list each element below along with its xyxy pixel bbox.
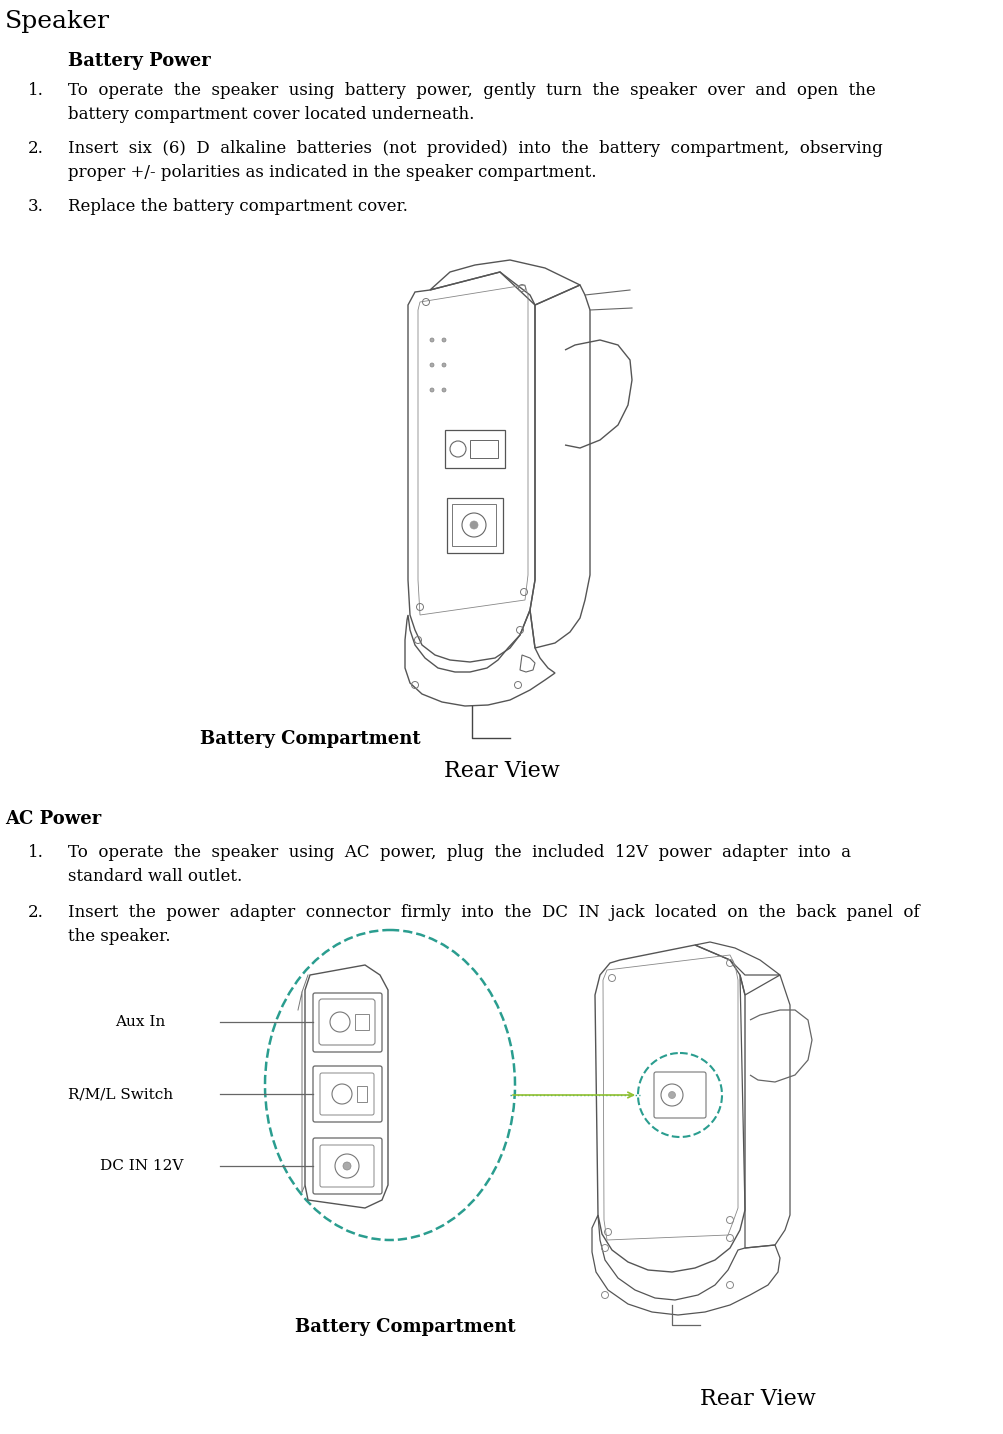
Circle shape — [441, 338, 445, 341]
Circle shape — [469, 521, 477, 529]
Text: Battery Compartment: Battery Compartment — [295, 1318, 516, 1336]
Circle shape — [441, 389, 445, 391]
Text: Battery Compartment: Battery Compartment — [200, 730, 420, 749]
Circle shape — [429, 338, 433, 341]
Circle shape — [429, 363, 433, 367]
Circle shape — [668, 1091, 675, 1098]
Text: battery compartment cover located underneath.: battery compartment cover located undern… — [68, 106, 473, 123]
Circle shape — [343, 1162, 351, 1170]
Text: 2.: 2. — [28, 141, 44, 156]
Circle shape — [429, 389, 433, 391]
Text: Replace the battery compartment cover.: Replace the battery compartment cover. — [68, 198, 407, 215]
Text: Rear View: Rear View — [443, 760, 560, 782]
Text: 1.: 1. — [28, 82, 44, 99]
Text: R/M/L Switch: R/M/L Switch — [68, 1087, 173, 1101]
Text: Insert  six  (6)  D  alkaline  batteries  (not  provided)  into  the  battery  c: Insert six (6) D alkaline batteries (not… — [68, 141, 882, 156]
Bar — [357, 1086, 367, 1101]
Text: To  operate  the  speaker  using  battery  power,  gently  turn  the  speaker  o: To operate the speaker using battery pow… — [68, 82, 875, 99]
Text: standard wall outlet.: standard wall outlet. — [68, 868, 242, 885]
Text: Rear View: Rear View — [699, 1388, 814, 1410]
Text: Speaker: Speaker — [5, 10, 110, 33]
Text: Battery Power: Battery Power — [68, 52, 211, 70]
Text: AC Power: AC Power — [5, 810, 101, 827]
Text: 2.: 2. — [28, 903, 44, 921]
Bar — [469, 440, 497, 457]
Text: proper +/- polarities as indicated in the speaker compartment.: proper +/- polarities as indicated in th… — [68, 163, 596, 181]
Bar — [355, 1014, 369, 1030]
Text: 1.: 1. — [28, 845, 44, 860]
Circle shape — [441, 363, 445, 367]
Text: Insert  the  power  adapter  connector  firmly  into  the  DC  IN  jack  located: Insert the power adapter connector firml… — [68, 903, 919, 921]
Text: DC IN 12V: DC IN 12V — [100, 1159, 184, 1173]
Text: 3.: 3. — [28, 198, 44, 215]
Text: Aux In: Aux In — [115, 1015, 165, 1030]
Text: To  operate  the  speaker  using  AC  power,  plug  the  included  12V  power  a: To operate the speaker using AC power, p… — [68, 845, 851, 860]
Text: the speaker.: the speaker. — [68, 928, 171, 945]
